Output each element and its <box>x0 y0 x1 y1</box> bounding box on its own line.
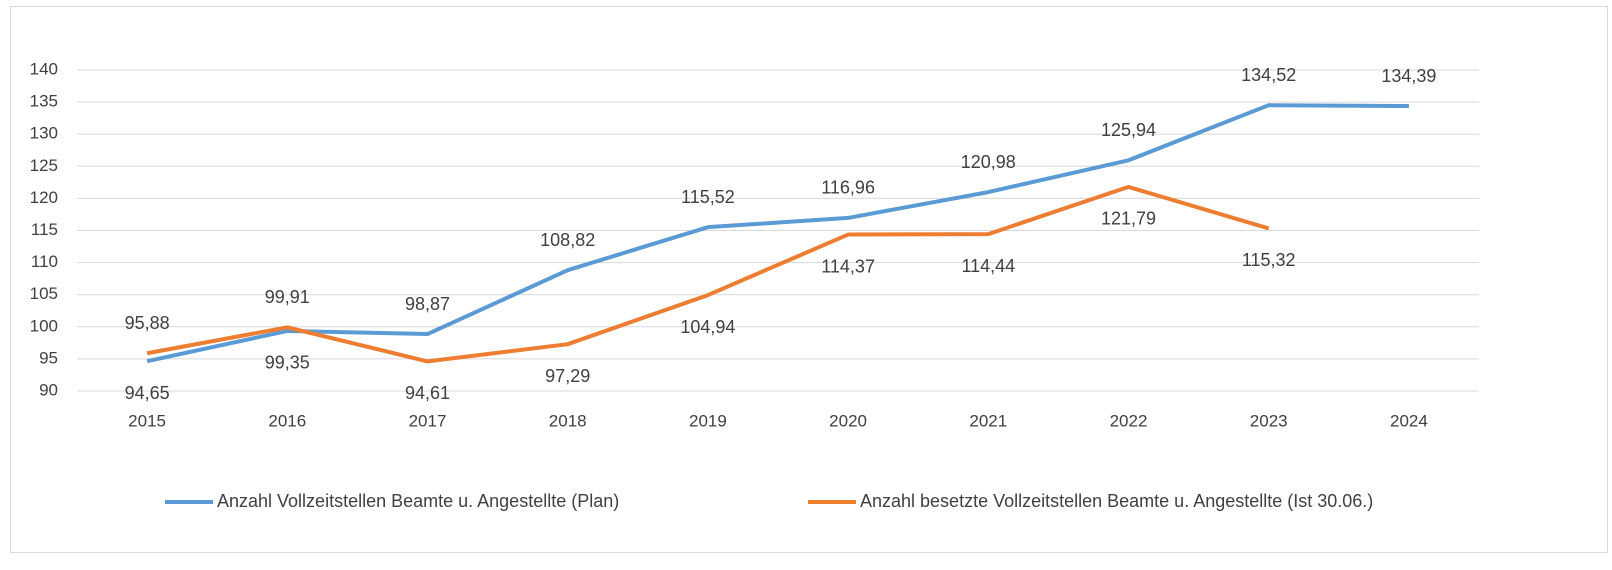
data-label: 98,87 <box>405 294 450 314</box>
data-label: 99,35 <box>265 353 310 373</box>
data-label: 116,96 <box>821 178 875 198</box>
data-label: 114,37 <box>821 256 875 276</box>
x-tick-label: 2015 <box>128 411 166 430</box>
data-label: 99,91 <box>265 287 310 307</box>
x-tick-label: 2017 <box>409 411 447 430</box>
y-tick-label: 135 <box>30 92 58 111</box>
y-tick-label: 120 <box>30 188 58 207</box>
y-tick-label: 90 <box>39 380 58 399</box>
series-line <box>146 184 1270 364</box>
chart-frame <box>10 6 1608 553</box>
x-tick-label: 2022 <box>1110 411 1148 430</box>
data-label: 108,82 <box>540 230 595 250</box>
data-label: 134,52 <box>1241 65 1296 85</box>
data-label: 94,65 <box>125 383 170 403</box>
data-label: 114,44 <box>961 256 1015 276</box>
y-tick-label: 95 <box>39 348 58 367</box>
data-label: 134,39 <box>1381 66 1436 86</box>
data-label: 120,98 <box>961 152 1016 172</box>
x-tick-label: 2019 <box>689 411 727 430</box>
x-tick-label: 2020 <box>829 411 867 430</box>
y-tick-label: 110 <box>31 252 58 271</box>
data-label: 104,94 <box>680 317 735 337</box>
y-tick-label: 100 <box>30 316 58 335</box>
y-tick-label: 140 <box>30 59 58 78</box>
x-tick-label: 2021 <box>969 411 1007 430</box>
data-label: 97,29 <box>545 366 590 386</box>
series-line <box>146 103 1409 364</box>
data-label: 115,32 <box>1242 250 1296 270</box>
y-tick-label: 125 <box>30 156 58 175</box>
x-tick-label: 2023 <box>1250 411 1288 430</box>
data-label: 125,94 <box>1101 120 1156 140</box>
data-label: 121,79 <box>1101 209 1156 229</box>
y-tick-label: 130 <box>30 124 58 143</box>
legend-label: Anzahl besetzte Vollzeitstellen Beamte u… <box>860 491 1373 511</box>
y-tick-label: 115 <box>31 220 58 239</box>
data-label: 115,52 <box>681 187 735 207</box>
data-label: 94,61 <box>405 383 450 403</box>
x-tick-label: 2016 <box>268 411 306 430</box>
x-tick-label: 2018 <box>549 411 587 430</box>
data-label: 95,88 <box>125 313 170 333</box>
y-tick-label: 105 <box>30 284 58 303</box>
legend-label: Anzahl Vollzeitstellen Beamte u. Angeste… <box>217 491 619 511</box>
x-tick-label: 2024 <box>1390 411 1428 430</box>
